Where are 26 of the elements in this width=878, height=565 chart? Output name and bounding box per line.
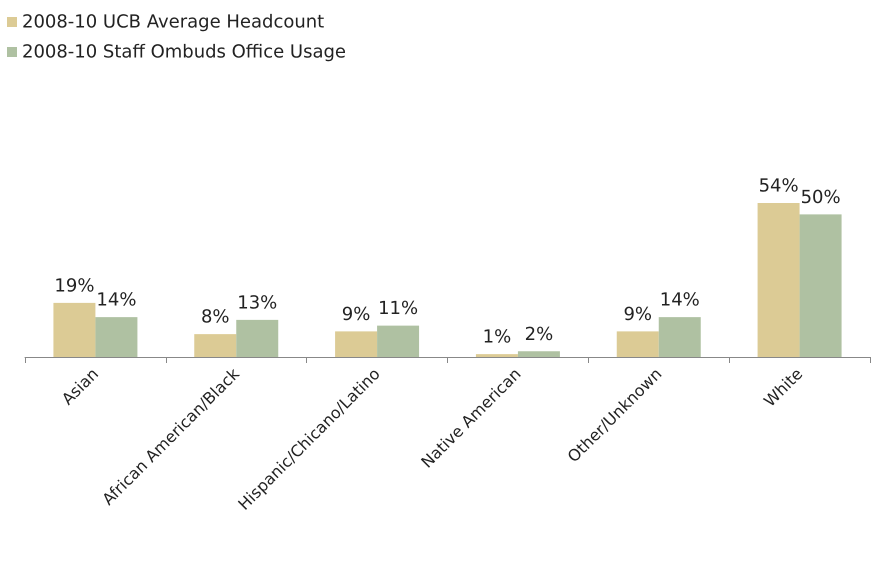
- bar: [53, 302, 96, 357]
- bar: [194, 334, 236, 357]
- data-label: 1%: [482, 326, 512, 348]
- bar: [95, 317, 138, 357]
- bar: [800, 214, 842, 357]
- bar: [335, 331, 378, 357]
- data-label: 14%: [660, 290, 700, 311]
- data-label: 50%: [800, 186, 841, 208]
- data-label: 14%: [96, 290, 136, 311]
- bar: [616, 331, 659, 357]
- bar: [518, 351, 560, 357]
- data-label: 9%: [623, 304, 652, 325]
- legend-label: 2008-10 UCB Average Headcount: [22, 12, 324, 32]
- data-label: 9%: [342, 304, 370, 325]
- data-label: 54%: [758, 176, 799, 196]
- bar: [658, 317, 701, 357]
- bar: [236, 320, 278, 357]
- legend-label: 2008-10 Staff Ombuds Office Usage: [22, 42, 346, 62]
- data-label: 2%: [524, 324, 554, 345]
- bar: [377, 326, 420, 357]
- data-label: 8%: [200, 306, 230, 328]
- data-label: 13%: [237, 292, 278, 314]
- data-label: 19%: [54, 275, 94, 296]
- bar: [476, 354, 518, 357]
- bar: [758, 203, 800, 357]
- data-label: 11%: [378, 298, 418, 320]
